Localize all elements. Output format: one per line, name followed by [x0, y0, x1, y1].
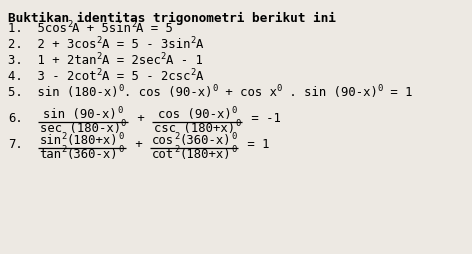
Text: sin (90-x): sin (90-x) — [43, 108, 117, 121]
Text: 2: 2 — [190, 36, 195, 44]
Text: 0: 0 — [378, 84, 383, 92]
Text: (180+x): (180+x) — [179, 148, 231, 161]
Text: csc (180+x): csc (180+x) — [154, 122, 235, 135]
Text: A = 5 - 2csc: A = 5 - 2csc — [102, 70, 190, 83]
Text: 2.  2 + 3cos: 2. 2 + 3cos — [8, 38, 96, 51]
Text: 2: 2 — [96, 68, 102, 76]
Text: = 1: = 1 — [383, 86, 413, 99]
Text: 2: 2 — [174, 132, 179, 140]
Text: . sin (90-x): . sin (90-x) — [282, 86, 378, 99]
Text: cos: cos — [152, 134, 174, 147]
Text: A: A — [195, 70, 203, 83]
Text: 2: 2 — [161, 52, 166, 60]
Text: 4.  3 - 2cot: 4. 3 - 2cot — [8, 70, 96, 83]
Text: = 1: = 1 — [240, 138, 270, 151]
Text: 0: 0 — [118, 145, 124, 154]
Text: (360-x): (360-x) — [67, 148, 118, 161]
Text: cot: cot — [152, 148, 174, 161]
Text: 2: 2 — [174, 145, 179, 154]
Text: Buktikan identitas trigonometri berikut ini: Buktikan identitas trigonometri berikut … — [8, 12, 336, 25]
Text: (180+x): (180+x) — [67, 134, 118, 147]
Text: A + 5sin: A + 5sin — [72, 22, 131, 35]
Text: 0: 0 — [118, 132, 124, 140]
Text: 0: 0 — [121, 119, 126, 128]
Text: +: + — [128, 138, 150, 151]
Text: +: + — [130, 112, 152, 125]
Text: 0: 0 — [277, 84, 282, 92]
Text: A = 5: A = 5 — [136, 22, 173, 35]
Text: 1.  5cos: 1. 5cos — [8, 22, 67, 35]
Text: 0: 0 — [231, 106, 236, 115]
Text: 6.: 6. — [8, 112, 23, 125]
Text: 2: 2 — [96, 36, 102, 44]
Text: A - 1: A - 1 — [166, 54, 203, 67]
Text: tan: tan — [40, 148, 62, 161]
Text: 2: 2 — [67, 20, 72, 28]
Text: 0: 0 — [117, 106, 122, 115]
Text: . cos (90-x): . cos (90-x) — [124, 86, 212, 99]
Text: sin: sin — [40, 134, 62, 147]
Text: 7.: 7. — [8, 138, 23, 151]
Text: cos (90-x): cos (90-x) — [158, 108, 231, 121]
Text: 3.  1 + 2tan: 3. 1 + 2tan — [8, 54, 96, 67]
Text: A: A — [195, 38, 203, 51]
Text: (360-x): (360-x) — [179, 134, 231, 147]
Text: + cos x: + cos x — [218, 86, 277, 99]
Text: = -1: = -1 — [244, 112, 281, 125]
Text: A = 5 - 3sin: A = 5 - 3sin — [102, 38, 190, 51]
Text: 2: 2 — [96, 52, 102, 60]
Text: sec (180-x): sec (180-x) — [40, 122, 121, 135]
Text: 0: 0 — [118, 84, 124, 92]
Text: A = 2sec: A = 2sec — [102, 54, 161, 67]
Text: 2: 2 — [62, 145, 67, 154]
Text: 2: 2 — [62, 132, 67, 140]
Text: 0: 0 — [235, 119, 240, 128]
Text: 5.  sin (180-x): 5. sin (180-x) — [8, 86, 118, 99]
Text: 0: 0 — [212, 84, 218, 92]
Text: 0: 0 — [231, 145, 236, 154]
Text: 2: 2 — [190, 68, 195, 76]
Text: 2: 2 — [131, 20, 136, 28]
Text: 0: 0 — [231, 132, 236, 140]
